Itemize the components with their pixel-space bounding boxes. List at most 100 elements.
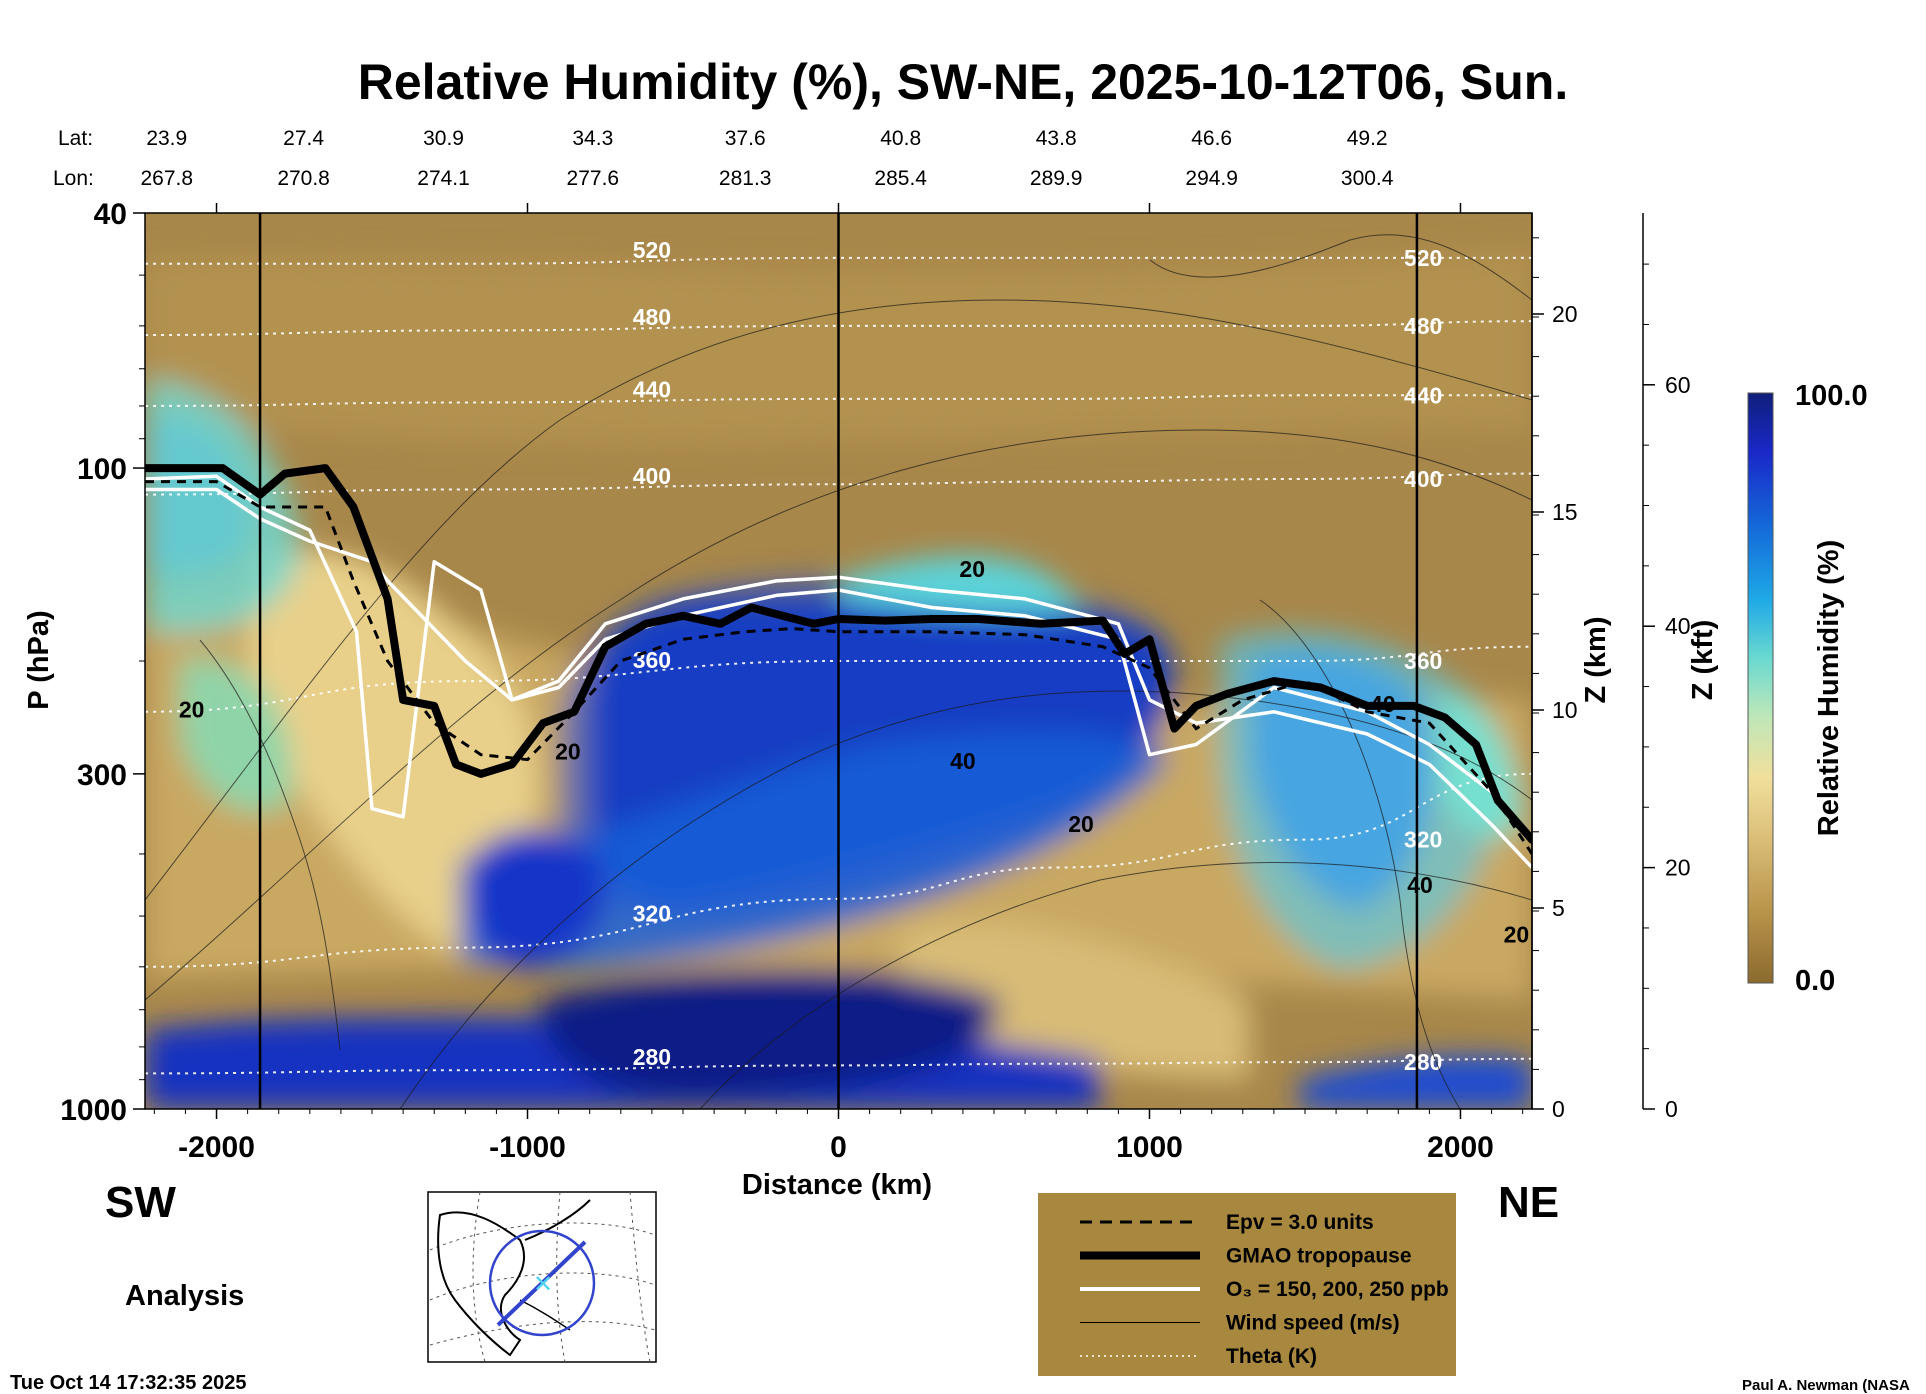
lat-value: 40.8 — [880, 127, 921, 150]
globe-map-icon: ✕ — [427, 1191, 657, 1363]
wind-speed-label: 40 — [950, 748, 976, 774]
colorbar-title: Relative Humidity (%) — [1813, 540, 1845, 837]
x-axis: -2000 -1000 0 1000 2000 — [153, 203, 1524, 1164]
theta-label: 360 — [633, 647, 671, 673]
ozone-contour — [145, 487, 1532, 869]
field-light-yellow — [250, 549, 537, 960]
theta-contour — [145, 256, 1532, 265]
lat-label: Lat: — [58, 127, 93, 150]
vertical-reference-lines — [258, 213, 1419, 1109]
field-tan-low — [900, 920, 1250, 1080]
y-tick-label: 40 — [94, 198, 127, 231]
lat-value: 34.3 — [572, 127, 613, 150]
lon-value: 281.3 — [719, 167, 772, 190]
theta-label: 520 — [633, 237, 671, 263]
y-tick-label: 100 — [77, 453, 127, 486]
wind-speed-label: 20 — [1068, 811, 1094, 837]
lat-value: 23.9 — [146, 127, 187, 150]
wind-speed-contour — [699, 862, 1532, 1109]
lon-value: 285.4 — [874, 167, 927, 190]
wind-speed-label: 20 — [959, 556, 985, 582]
colorbar: 100.0 0.0 Relative Humidity (%) — [1747, 380, 1868, 997]
theta-label: 400 — [1404, 466, 1442, 492]
ne-label: NE — [1498, 1178, 1559, 1227]
field-left-green — [180, 659, 292, 812]
y-tick-label: 300 — [77, 759, 127, 792]
lon-value: 274.1 — [417, 167, 470, 190]
x-tick-label: -2000 — [178, 1131, 255, 1164]
lon-value: 300.4 — [1341, 167, 1394, 190]
wind-speed-label: 20 — [179, 696, 205, 722]
wind-speed-label: 20 — [1504, 922, 1530, 948]
lat-value: 37.6 — [725, 127, 766, 150]
lat-value: 43.8 — [1036, 127, 1077, 150]
tropopause-path — [145, 464, 1532, 844]
z-kft-label: Z (kft) — [1687, 620, 1719, 701]
lon-values: 267.8 270.8 274.1 277.6 281.3 285.4 289.9 294.9… — [140, 167, 1393, 190]
z-km-tick-label: 5 — [1552, 895, 1565, 921]
colorbar-min-label: 0.0 — [1795, 965, 1835, 997]
z-km-tick-label: 0 — [1552, 1096, 1565, 1122]
wind-speed-contour — [145, 299, 1532, 901]
theta-contour — [145, 1057, 1532, 1075]
theta-contour — [145, 472, 1532, 496]
colorbar-max-label: 100.0 — [1795, 380, 1868, 412]
wind-speed-label: 20 — [555, 739, 581, 765]
wind-speed-contour — [199, 639, 341, 1051]
analysis-label: Analysis — [125, 1280, 244, 1312]
y-axis: 40 100 300 1000 — [60, 198, 145, 1127]
z-kft-tick-label: 60 — [1665, 372, 1691, 398]
z-km-label: Z (km) — [1580, 617, 1612, 704]
field-lowleft-blue — [467, 830, 606, 970]
lat-value: 30.9 — [423, 127, 464, 150]
x-tick-label: -1000 — [489, 1131, 566, 1164]
lon-value: 277.6 — [567, 167, 620, 190]
theta-label: 440 — [633, 377, 671, 403]
theta-label: 480 — [633, 304, 671, 330]
legend-label: O₃ = 150, 200, 250 ppb — [1226, 1278, 1449, 1301]
theta-label: 400 — [633, 463, 671, 489]
svg-text:✕: ✕ — [533, 1271, 553, 1298]
credit: Paul A. Newman (NASA — [1742, 1377, 1910, 1394]
wind-speed-contour — [1149, 234, 1532, 301]
lon-value: 267.8 — [140, 167, 193, 190]
lat-value: 27.4 — [283, 127, 324, 150]
theta-label: 520 — [1404, 245, 1442, 271]
lon-value: 270.8 — [277, 167, 330, 190]
theta-label: 320 — [1404, 827, 1442, 853]
theta-label: 320 — [633, 900, 671, 926]
theta-label: 360 — [1404, 648, 1442, 674]
wind-speed-contour — [1259, 599, 1461, 1109]
z-kft-axis: 0 20 40 60 — [1642, 213, 1691, 1122]
timestamp: Tue Oct 14 17:32:35 2025 — [10, 1372, 246, 1394]
lat-value: 49.2 — [1347, 127, 1388, 150]
latlon-header: Lat: Lon: 23.9 27.4 30.9 34.3 37.6 40.8 43.8 46… — [53, 127, 1394, 190]
lat-value: 46.6 — [1191, 127, 1232, 150]
tropopause-line — [145, 464, 1532, 844]
theta-label: 280 — [633, 1044, 671, 1070]
wind-speed-contour — [399, 690, 1532, 1109]
z-km-tick-label: 20 — [1552, 301, 1578, 327]
theta-contour — [145, 394, 1532, 407]
legend: Epv = 3.0 units GMAO tropopause O₃ = 150, … — [1038, 1193, 1456, 1376]
z-km-tick-label: 10 — [1552, 697, 1578, 723]
legend-label: Epv = 3.0 units — [1226, 1211, 1374, 1234]
legend-label: GMAO tropopause — [1226, 1245, 1412, 1268]
theta-label: 480 — [1404, 313, 1442, 339]
legend-label: Wind speed (m/s) — [1226, 1312, 1400, 1335]
chart-title: Relative Humidity (%), SW-NE, 2025-10-12… — [358, 54, 1568, 110]
y-axis-label: P (hPa) — [23, 610, 55, 709]
lon-value: 294.9 — [1185, 167, 1238, 190]
x-tick-label: 0 — [830, 1131, 847, 1164]
sw-label: SW — [105, 1178, 176, 1227]
theta-label: 440 — [1404, 382, 1442, 408]
lon-value: 289.9 — [1030, 167, 1083, 190]
x-axis-label: Distance (km) — [742, 1169, 932, 1201]
legend-label: Theta (K) — [1226, 1345, 1317, 1368]
lon-label: Lon: — [53, 167, 94, 190]
field-boundary-layer-2 — [540, 970, 1000, 1100]
lat-values: 23.9 27.4 30.9 34.3 37.6 40.8 43.8 46.6 49.2 — [146, 127, 1387, 150]
